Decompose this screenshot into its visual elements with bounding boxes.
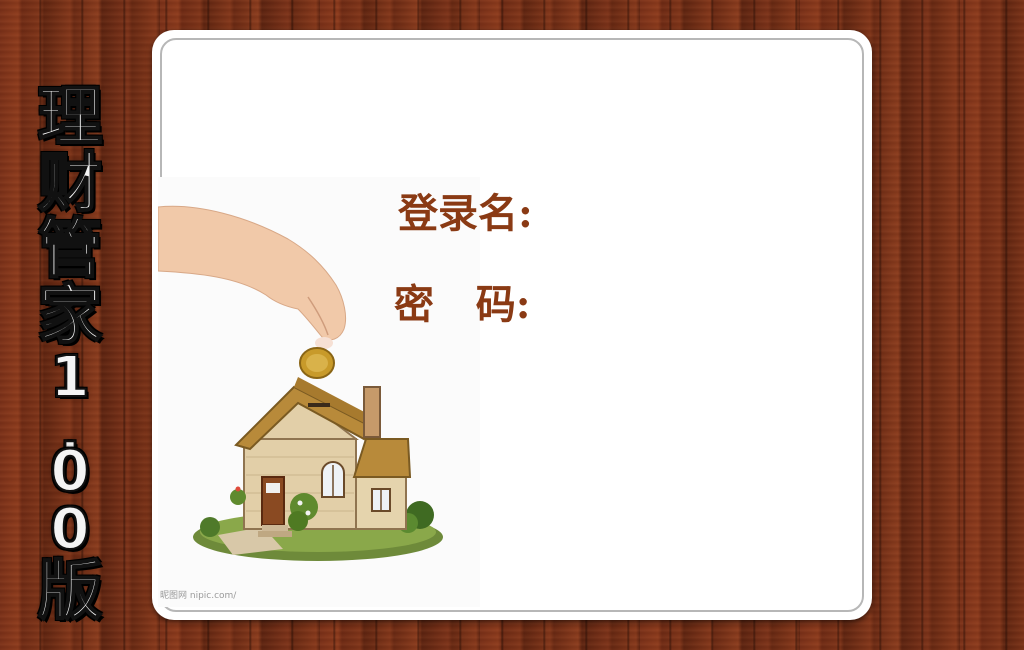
- app-title-char: 0: [50, 439, 91, 504]
- app-title-char: 版: [37, 555, 103, 629]
- illustration-watermark: 昵图网 nipic.com/: [160, 591, 237, 601]
- app-title-char: 家: [37, 279, 103, 353]
- app-title-char: 0: [50, 497, 91, 562]
- username-input[interactable]: [610, 190, 844, 226]
- app-title-vertical: 理 财 管 家 1 . 0 0 版: [24, 81, 116, 629]
- app-title-char: 管: [37, 213, 103, 287]
- password-input[interactable]: [610, 281, 844, 317]
- username-label: 登录名:: [398, 190, 533, 237]
- house-piggybank-icon: [158, 205, 443, 561]
- app-title-char: .: [59, 404, 81, 464]
- hand-coin-house-illustration: [158, 177, 480, 607]
- app-title-char: 1: [50, 345, 91, 410]
- password-label: 密 码:: [394, 281, 531, 328]
- app-title-char: 理: [37, 81, 103, 155]
- app-title-char: 财: [37, 147, 103, 221]
